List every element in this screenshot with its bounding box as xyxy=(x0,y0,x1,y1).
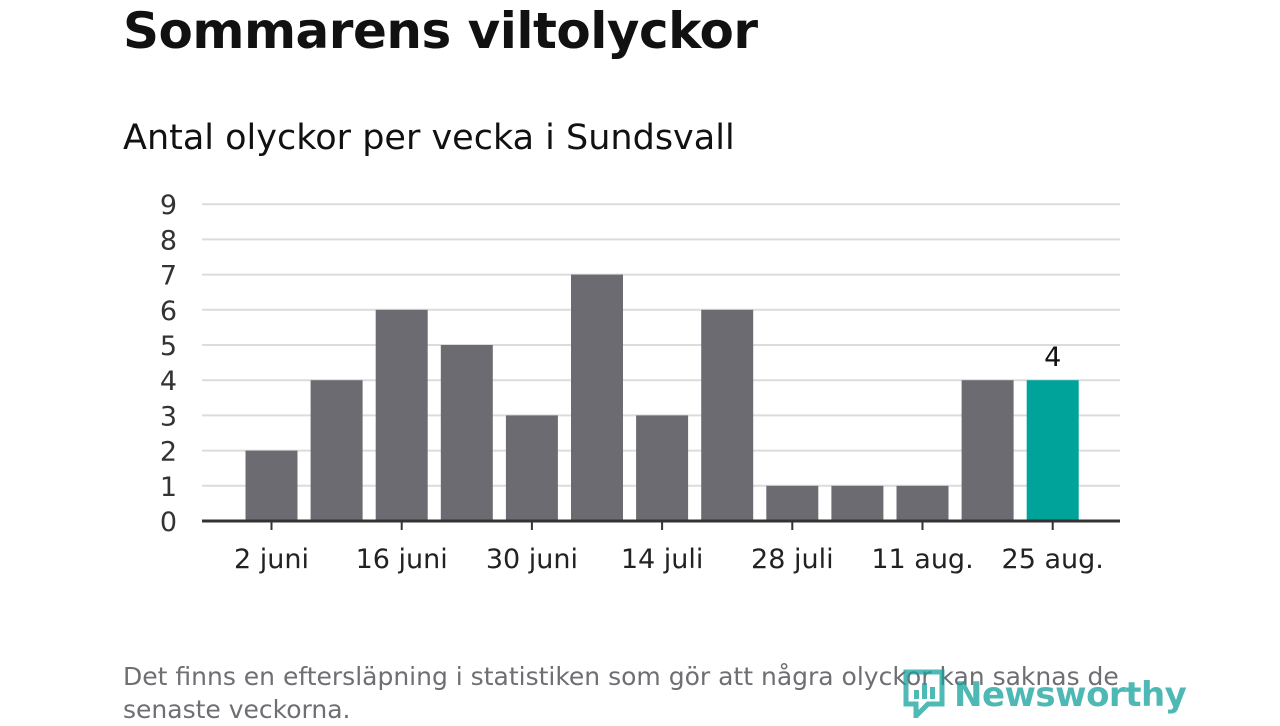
chart-subtitle: Antal olyckor per vecka i Sundsvall xyxy=(123,118,735,158)
y-tick-label: 1 xyxy=(160,472,177,503)
x-tick-label: 28 juli xyxy=(751,544,834,575)
bar xyxy=(636,415,689,521)
bar xyxy=(896,485,949,521)
bar xyxy=(245,450,298,521)
chart-title: Sommarens viltolyckor xyxy=(123,2,758,60)
bar xyxy=(310,380,363,521)
bar xyxy=(375,309,428,521)
x-tick-label: 11 aug. xyxy=(871,544,973,575)
bar-series xyxy=(245,274,1079,521)
y-axis-ticks: 0 1 2 3 4 5 6 7 8 9 xyxy=(160,190,177,538)
newsworthy-logo-icon xyxy=(902,668,946,723)
x-tick-label: 30 juni xyxy=(486,544,578,575)
y-tick-label: 8 xyxy=(160,225,177,256)
bar xyxy=(831,485,884,521)
x-axis: 2 juni 16 juni 30 juni 14 juli 28 juli 11 aug… xyxy=(202,519,1120,575)
y-tick-label: 3 xyxy=(160,401,177,432)
bar xyxy=(961,380,1014,521)
brand-logo: Newsworthy xyxy=(902,668,1187,723)
x-tick-label: 25 aug. xyxy=(1002,544,1104,575)
y-tick-label: 5 xyxy=(160,331,177,362)
brand-name: Newsworthy xyxy=(954,675,1187,715)
x-tick-label: 16 juni xyxy=(356,544,448,575)
y-tick-label: 0 xyxy=(160,507,177,538)
bar xyxy=(505,415,558,521)
y-tick-label: 7 xyxy=(160,261,177,292)
bar xyxy=(766,485,819,521)
highlight-bar xyxy=(1026,380,1079,521)
data-label: 4 xyxy=(1044,342,1061,373)
footnote: Det finns en eftersläpning i statistiken… xyxy=(123,662,1119,724)
y-tick-label: 4 xyxy=(160,366,177,397)
y-tick-label: 6 xyxy=(160,296,177,327)
y-tick-label: 2 xyxy=(160,437,177,468)
y-tick-label: 9 xyxy=(160,190,177,221)
bar xyxy=(440,345,493,521)
x-tick-label: 14 juli xyxy=(621,544,704,575)
bar xyxy=(701,309,754,521)
data-labels: 4 xyxy=(1044,342,1061,373)
x-tick-label: 2 juni xyxy=(234,544,309,575)
bar xyxy=(571,274,623,521)
